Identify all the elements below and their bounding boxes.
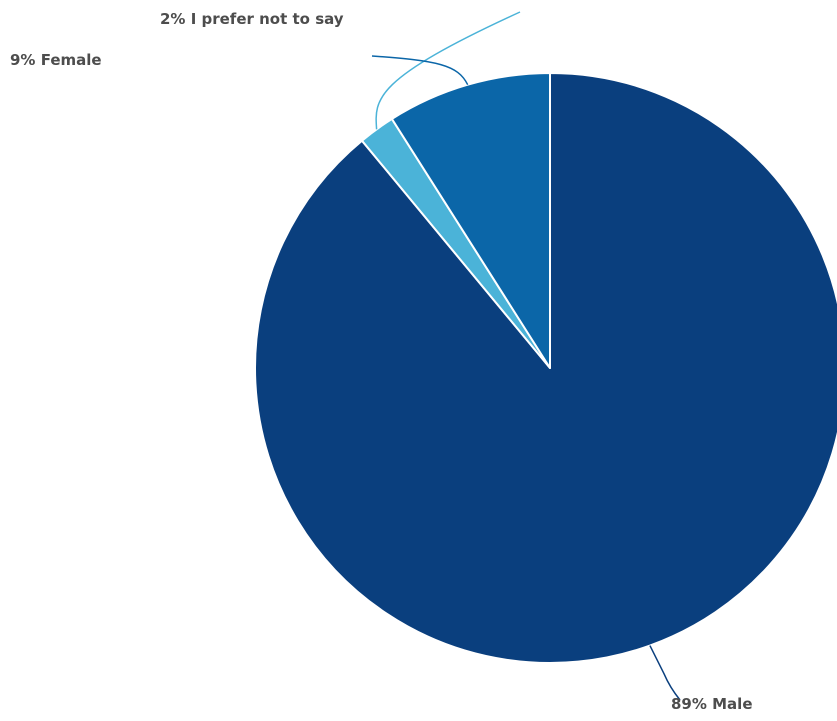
leader-line-male (649, 645, 681, 701)
leader-line-female (371, 55, 469, 86)
pie-slices (254, 72, 837, 664)
slice-label-male: 89% Male (671, 695, 753, 713)
leader-line-i-prefer-not-to-say (375, 11, 521, 130)
leader-lines (371, 11, 681, 701)
slice-label-female: 9% Female (10, 51, 102, 69)
slice-label-prefer-not-to-say: 2% I prefer not to say (160, 10, 344, 28)
